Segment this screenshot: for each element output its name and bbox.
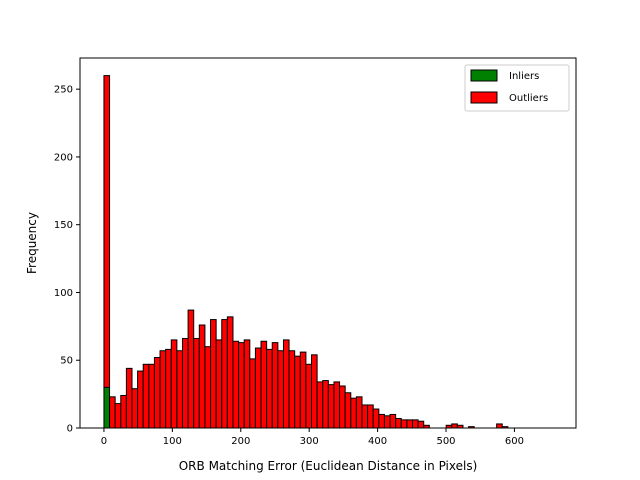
y-tick-label: 0 [67, 424, 73, 435]
bar-outliers [411, 419, 419, 429]
bar-outliers [260, 340, 268, 429]
bar-outliers [378, 413, 385, 429]
bar-outliers [148, 363, 155, 429]
bar-outliers [372, 408, 380, 429]
bar-outliers [249, 358, 256, 429]
bar-outliers [395, 418, 402, 429]
x-axis-ticks: 0 100 200 300 400 500 600 [101, 428, 524, 447]
bar-outliers [305, 363, 313, 429]
x-tick-label: 400 [368, 436, 387, 447]
bar-outliers [406, 419, 413, 429]
x-tick-label: 600 [505, 436, 524, 447]
x-tick-label: 200 [231, 436, 250, 447]
bar-outliers [282, 339, 290, 429]
bar-outliers [215, 339, 223, 429]
y-tick-label: 250 [54, 85, 73, 96]
y-tick-label: 50 [60, 356, 73, 367]
y-axis-ticks: 0 50 100 150 200 250 [54, 85, 80, 435]
bar-outliers [288, 350, 296, 429]
y-tick-label: 100 [54, 288, 73, 299]
x-tick-label: 500 [436, 436, 455, 447]
bar-outliers [277, 350, 284, 429]
bar-outliers [153, 357, 161, 429]
legend-swatch-inliers [470, 69, 498, 82]
bar-outliers [266, 348, 273, 429]
y-tick-label: 150 [54, 220, 73, 231]
bar-outliers [210, 319, 217, 429]
bar-outliers [114, 403, 122, 429]
bar-outliers [294, 355, 301, 429]
bar-outliers [389, 413, 397, 429]
bar-outliers [350, 397, 357, 429]
bar-outliers [361, 404, 369, 429]
bar-outliers [193, 338, 200, 429]
bar-outliers [176, 350, 183, 429]
bar-outliers [333, 381, 341, 429]
bar-outliers [243, 339, 251, 429]
bar-inliers [103, 386, 111, 429]
bar-outliers [204, 346, 212, 429]
legend-label-outliers: Outliers [509, 93, 548, 104]
x-axis-title: ORB Matching Error (Euclidean Distance i… [179, 459, 478, 473]
bar-outliers [344, 392, 352, 429]
bar-outliers [383, 415, 391, 429]
bar-outliers [311, 354, 318, 429]
bar-outliers [187, 309, 195, 429]
bar-outliers [232, 340, 240, 429]
bar-outliers [198, 324, 206, 429]
bar-outliers [221, 319, 228, 429]
bar-outliers [316, 381, 324, 429]
bar-outliers [181, 338, 189, 429]
bar-outliers [339, 385, 346, 429]
y-tick-label: 200 [54, 152, 73, 163]
bar-outliers [271, 342, 279, 429]
bar-outliers [451, 423, 458, 429]
bar-outliers [142, 363, 150, 429]
bar-outliers [103, 75, 111, 388]
bar-outliers [125, 367, 133, 429]
y-axis-title: Frequency [25, 212, 39, 274]
legend-swatch-outliers [470, 91, 498, 104]
x-tick-label: 0 [101, 436, 107, 447]
legend-label-inliers: Inliers [509, 71, 539, 82]
bar-outliers [400, 419, 408, 429]
x-tick-label: 100 [163, 436, 182, 447]
bar-outliers [226, 316, 234, 429]
x-tick-label: 300 [300, 436, 319, 447]
histogram-bars [103, 75, 509, 429]
bar-outliers [496, 423, 503, 429]
bar-outliers [367, 404, 374, 429]
bar-outliers [109, 396, 116, 429]
bar-outliers [327, 384, 335, 429]
bar-outliers [170, 339, 178, 429]
bar-outliers [254, 347, 262, 429]
bar-outliers [299, 351, 307, 429]
bar-outliers [137, 370, 144, 429]
bar-outliers [159, 350, 167, 429]
plot-frame [79, 57, 577, 429]
bar-outliers [165, 348, 172, 429]
bar-outliers [238, 342, 245, 429]
bar-outliers [131, 388, 139, 429]
legend: Inliers Outliers [464, 64, 570, 112]
bar-outliers [322, 380, 329, 429]
bar-outliers [355, 396, 363, 429]
bar-outliers [417, 420, 425, 429]
bar-outliers [120, 394, 127, 429]
